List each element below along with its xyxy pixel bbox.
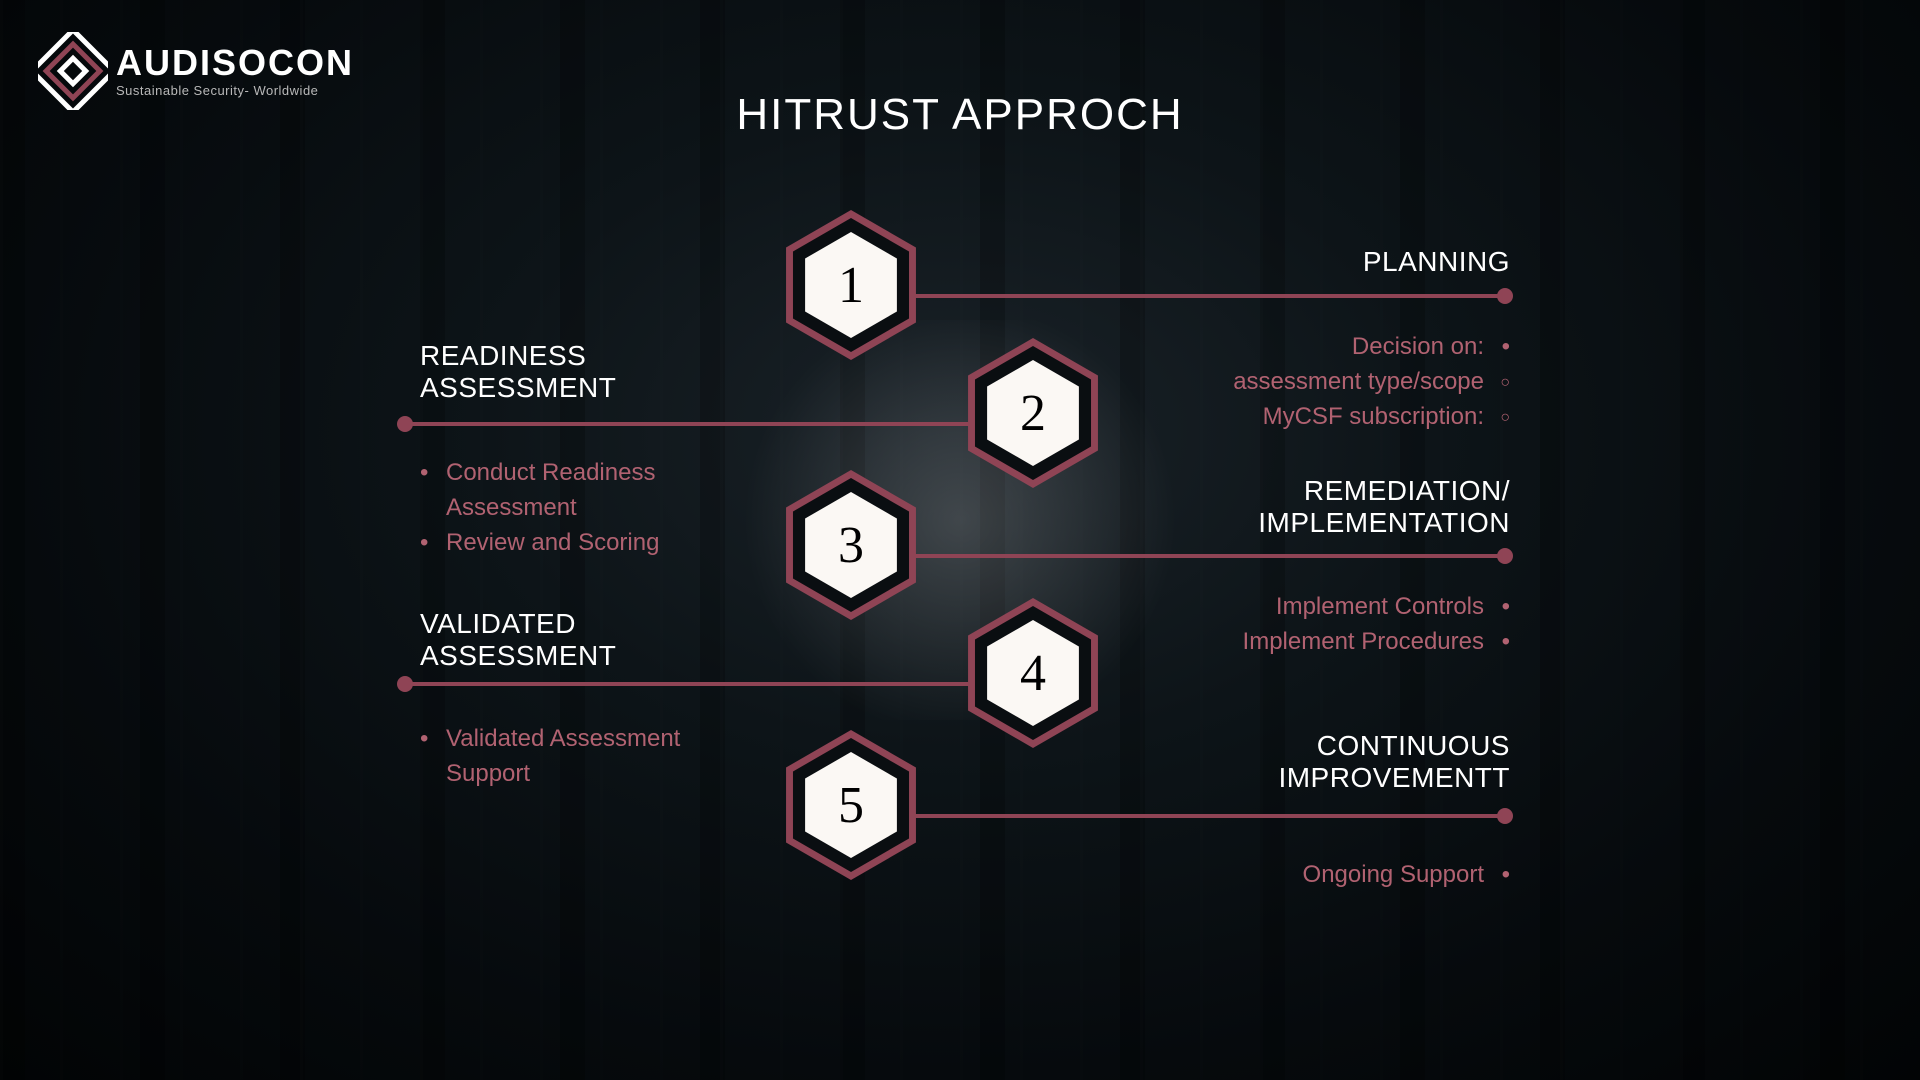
- step-bullets-2: Conduct Readiness AssessmentReview and S…: [420, 456, 730, 560]
- step-heading-1: PLANNING: [1300, 246, 1510, 278]
- connector-line-2: [405, 422, 986, 426]
- step-bullets-5: Ongoing Support: [1150, 858, 1510, 893]
- step-number-5: 5: [838, 776, 864, 835]
- bullet-item: Decision on:: [1150, 330, 1510, 365]
- step-heading-4: VALIDATED ASSESSMENT: [420, 608, 740, 672]
- connector-line-4: [405, 682, 986, 686]
- step-heading-5: CONTINUOUS IMPROVEMENTT: [1240, 730, 1510, 794]
- step-heading-2: READINESS ASSESSMENT: [420, 340, 740, 404]
- connector-line-1: [906, 294, 1505, 298]
- connector-line-3: [906, 554, 1505, 558]
- bullet-item: assessment type/scope: [1150, 365, 1510, 400]
- step-hex-2: 2: [958, 338, 1108, 488]
- bullet-item: Review and Scoring: [420, 526, 730, 561]
- step-hex-5: 5: [776, 730, 926, 880]
- step-number-3: 3: [838, 516, 864, 575]
- step-bullets-3: Implement ControlsImplement Procedures: [1150, 590, 1510, 660]
- step-number-1: 1: [838, 256, 864, 315]
- connector-dot-5: [1497, 808, 1513, 824]
- step-heading-3: REMEDIATION/ IMPLEMENTATION: [1220, 475, 1510, 539]
- brand-name: AUDISOCON: [116, 45, 354, 81]
- connector-dot-2: [397, 416, 413, 432]
- step-number-2: 2: [1020, 384, 1046, 443]
- step-hex-3: 3: [776, 470, 926, 620]
- step-number-4: 4: [1020, 644, 1046, 703]
- connector-dot-3: [1497, 548, 1513, 564]
- bullet-item: Implement Controls: [1150, 590, 1510, 625]
- bullet-item: Implement Procedures: [1150, 625, 1510, 660]
- bullet-item: MyCSF subscription:: [1150, 400, 1510, 435]
- connector-dot-4: [397, 676, 413, 692]
- bullet-item: Validated Assessment Support: [420, 722, 730, 792]
- bullet-item: Ongoing Support: [1150, 858, 1510, 893]
- connector-line-5: [906, 814, 1505, 818]
- step-hex-4: 4: [958, 598, 1108, 748]
- step-bullets-4: Validated Assessment Support: [420, 722, 730, 792]
- bullet-item: Conduct Readiness Assessment: [420, 456, 730, 526]
- background-texture: [0, 0, 1920, 1080]
- connector-dot-1: [1497, 288, 1513, 304]
- step-hex-1: 1: [776, 210, 926, 360]
- step-bullets-1: Decision on:assessment type/scopeMyCSF s…: [1150, 330, 1510, 434]
- page-title: HITRUST APPROCH: [0, 90, 1920, 140]
